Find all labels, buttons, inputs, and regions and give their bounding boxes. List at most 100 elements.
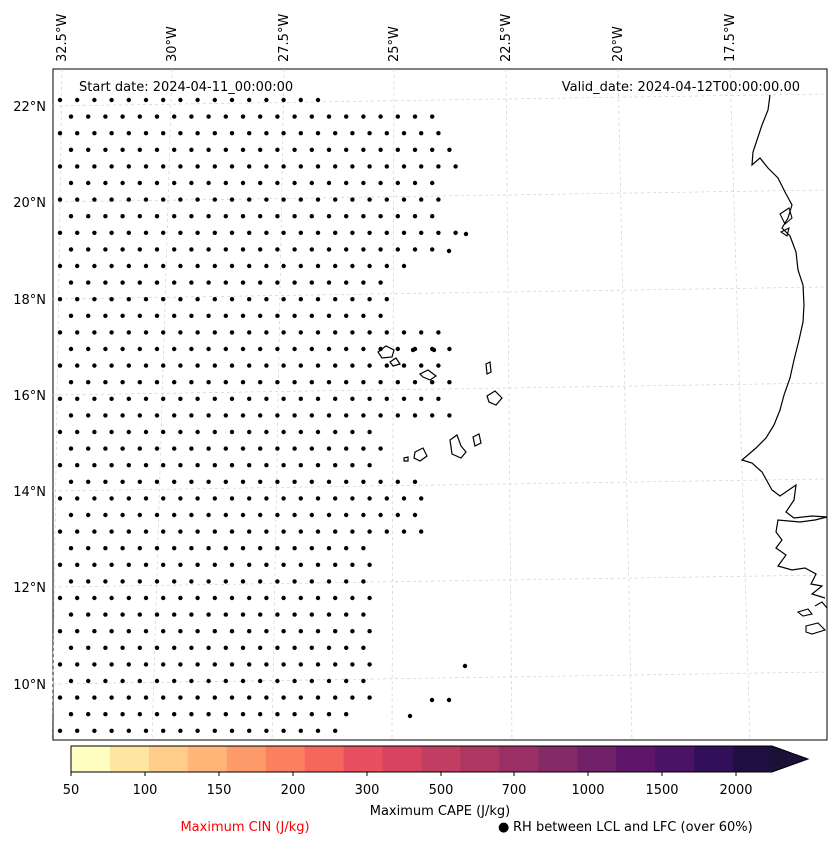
rh-dot	[247, 562, 252, 567]
rh-dot	[315, 662, 321, 667]
rh-dot	[401, 263, 407, 269]
rh-dot	[430, 413, 435, 418]
rh-dot	[178, 629, 183, 634]
rh-dot	[361, 512, 366, 518]
rh-dot	[103, 247, 108, 252]
rh-dot	[361, 380, 366, 385]
rh-dot	[126, 595, 131, 601]
rh-dot	[298, 595, 303, 601]
rh-dot	[212, 131, 217, 136]
rh-dot	[137, 346, 142, 352]
rh-dot	[120, 645, 125, 650]
rh-dot	[395, 180, 400, 186]
rh-dot	[326, 645, 332, 650]
rh-dot	[292, 346, 297, 352]
rh-dot	[126, 230, 131, 235]
rh-dot	[384, 330, 389, 335]
rh-dot	[120, 712, 125, 717]
rh-dot	[367, 131, 372, 136]
rh-dot	[109, 463, 114, 468]
rh-dot	[247, 463, 252, 468]
lat-tick-label: 22°N	[13, 100, 46, 115]
rh-dot	[103, 712, 108, 717]
rh-dot	[264, 363, 269, 368]
rh-dot	[223, 546, 228, 551]
rh-dot	[178, 396, 183, 401]
rh-dot	[333, 695, 338, 700]
rh-dot	[195, 396, 200, 401]
rh-dot	[258, 512, 263, 518]
rh-dot	[350, 562, 355, 567]
valid-date: Valid_date: 2024-04-12T00:00:00.00	[562, 80, 800, 95]
rh-dot	[281, 429, 286, 435]
rh-dot	[189, 645, 194, 650]
rh-dot	[223, 180, 228, 186]
rh-dot	[189, 214, 194, 219]
rh-dot	[120, 346, 125, 352]
rh-dot	[367, 662, 372, 667]
rh-dot	[419, 230, 424, 235]
rh-dot	[120, 247, 125, 252]
rh-dot	[240, 712, 246, 717]
rh-dot	[68, 712, 74, 717]
rh-dot	[68, 247, 74, 252]
rh-dot	[75, 263, 80, 269]
rh-dot	[75, 595, 80, 601]
rh-dot	[137, 147, 142, 152]
rh-dot	[344, 546, 349, 551]
rh-dot	[143, 463, 149, 468]
rh-dot	[275, 546, 280, 551]
rh-dot	[68, 546, 74, 551]
rh-dot	[315, 562, 321, 567]
rh-dot	[137, 512, 142, 518]
rh-dot	[258, 114, 263, 119]
rh-dot	[120, 678, 125, 684]
rh-dot	[206, 346, 211, 352]
rh-dot	[109, 728, 114, 733]
rh-dot	[161, 695, 166, 700]
rh-dot	[281, 463, 286, 468]
rh-dot	[161, 629, 166, 634]
rh-dot	[395, 247, 400, 252]
rh-dot	[212, 529, 217, 534]
rh-dot	[430, 247, 435, 252]
rh-dot	[298, 728, 303, 733]
rh-dot	[143, 496, 149, 501]
rh-dot	[401, 396, 407, 401]
rh-dot	[419, 363, 424, 368]
rh-dot	[154, 479, 160, 484]
rh-dot	[195, 529, 200, 534]
rh-dot	[378, 147, 383, 152]
rh-dot	[195, 728, 200, 733]
rh-dot	[57, 197, 63, 202]
rh-dot	[154, 380, 160, 385]
rh-dot	[315, 695, 321, 700]
rh-dot	[137, 645, 142, 650]
rh-dot	[57, 97, 63, 103]
rh-dot	[326, 446, 332, 451]
rh-dot	[86, 579, 91, 584]
rh-dot	[350, 396, 355, 401]
island-brava	[403, 456, 409, 462]
rh-dot	[309, 579, 314, 584]
rh-dot	[109, 263, 114, 269]
rh-dot	[275, 712, 280, 717]
rh-dot	[195, 695, 200, 700]
rh-dot	[212, 429, 217, 435]
rh-dot	[275, 114, 280, 119]
rh-dot	[344, 512, 349, 518]
rh-dot	[315, 629, 321, 634]
rh-dot	[120, 446, 125, 451]
rh-dot	[240, 380, 246, 385]
rh-dot	[315, 330, 321, 335]
rh-dot	[189, 114, 194, 119]
rh-dot	[264, 695, 269, 700]
rh-dot	[137, 579, 142, 584]
rh-dot	[463, 231, 469, 237]
rh-dot	[309, 180, 314, 186]
rh-dot	[75, 363, 80, 368]
rh-dot	[75, 429, 80, 435]
rh-dot	[137, 214, 142, 219]
rh-dot	[92, 695, 97, 700]
rh-dot	[154, 612, 160, 617]
